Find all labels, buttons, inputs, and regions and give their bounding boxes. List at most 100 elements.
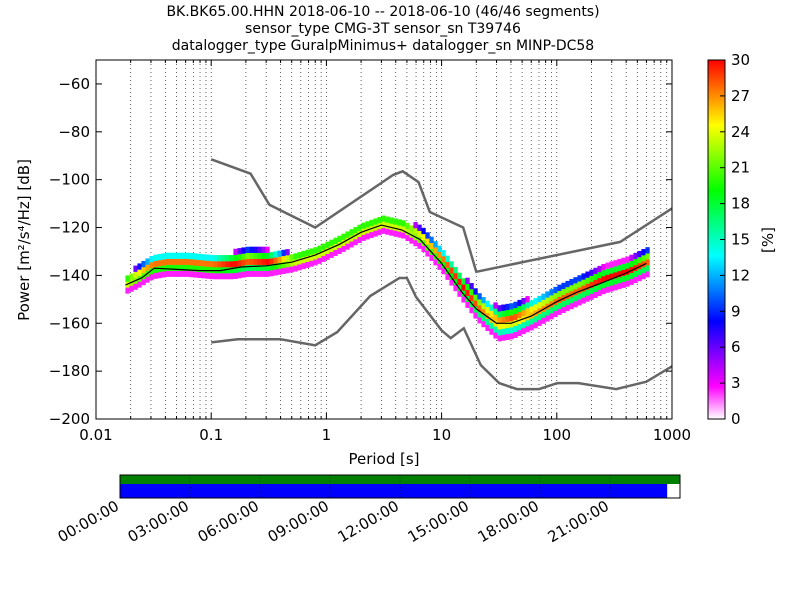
psd-cell (349, 241, 354, 248)
psd-cell (565, 280, 570, 288)
psd-cell (141, 260, 146, 268)
psd-cell (593, 279, 598, 287)
psd-cell (233, 248, 238, 256)
psd-cell (521, 321, 526, 329)
psd-cell (481, 314, 486, 322)
psd-cell (561, 306, 566, 314)
timeline-tick-label: 12:00:00 (335, 497, 402, 546)
psd-cell (577, 293, 582, 300)
timeline-blue-bar (120, 484, 668, 498)
psd-cell (509, 327, 514, 334)
psd-cell (557, 290, 562, 297)
psd-cell (545, 315, 550, 322)
psd-cell (309, 254, 314, 261)
psd-cell (237, 254, 242, 261)
psd-cell (245, 252, 250, 260)
psd-cell (641, 249, 646, 256)
psd-cell (309, 248, 314, 255)
psd-cell (465, 277, 470, 284)
psd-cell (601, 281, 606, 289)
psd-cell (269, 270, 274, 277)
psd-cell (429, 254, 434, 261)
psd-cell (493, 314, 498, 321)
psd-cell (285, 255, 290, 262)
psd-cell (509, 315, 514, 322)
psd-cell (281, 255, 286, 263)
psd-cell (309, 260, 314, 267)
psd-cell (297, 252, 302, 259)
chart-title-line2: sensor_type CMG-3T sensor_sn T39746 (245, 21, 521, 37)
psd-cell (465, 283, 470, 290)
psd-cell (469, 288, 474, 296)
psd-cell (373, 218, 378, 225)
psd-cell (125, 287, 130, 294)
psd-cell (533, 304, 538, 311)
psd-cell (633, 252, 638, 260)
psd-cell (421, 245, 426, 253)
psd-cell (273, 257, 278, 264)
psd-cell (165, 264, 170, 271)
psd-cell (597, 283, 602, 291)
psd-cell (281, 261, 286, 269)
psd-cell (501, 328, 506, 335)
psd-cell (593, 267, 598, 275)
psd-cell (481, 296, 486, 304)
psd-cell (181, 270, 186, 277)
psd-cell (425, 238, 430, 245)
psd-cell (605, 280, 610, 287)
psd-cell (605, 274, 610, 281)
psd-cell (249, 258, 254, 265)
psd-cell (397, 219, 402, 226)
psd-cell (645, 253, 650, 260)
psd-cell (429, 236, 434, 244)
psd-cell (577, 287, 582, 294)
psd-cell (553, 304, 558, 312)
psd-cell (397, 231, 402, 238)
psd-cell (229, 267, 234, 274)
psd-cell (269, 264, 274, 271)
psd-cell (561, 300, 566, 308)
psd-cell (265, 264, 270, 271)
colorbar-tick-label: 27 (731, 87, 750, 105)
psd-cell (621, 275, 626, 282)
psd-cell (517, 305, 522, 313)
psd-cell (561, 282, 566, 290)
psd-cell (221, 261, 226, 268)
y-axis: −60 −80 −100 −120 −140 −160 −180 −200 (49, 75, 672, 428)
psd-cell (393, 218, 398, 225)
timeline-tick-label: 21:00:00 (545, 497, 612, 546)
colorbar-tick-label: 18 (731, 195, 750, 213)
psd-cell (165, 270, 170, 277)
psd-cell (465, 289, 470, 296)
psd-cell (493, 308, 498, 315)
psd-cell (305, 255, 310, 262)
psd-cell (549, 307, 554, 314)
psd-cell (405, 228, 410, 236)
psd-cell (293, 265, 298, 272)
psd-cell (509, 303, 514, 310)
psd-cell (517, 329, 522, 337)
psd-cell (145, 276, 150, 283)
psd-cell (213, 261, 218, 268)
psd-cell (381, 215, 386, 222)
psd-cell (461, 296, 466, 303)
psd-cell (625, 274, 630, 281)
psd-cell (129, 285, 134, 292)
psd-cell (637, 268, 642, 276)
psd-cell (469, 294, 474, 302)
psd-cell (501, 316, 506, 323)
colorbar-tick-label: 12 (731, 266, 750, 284)
psd-cell (597, 289, 602, 297)
psd-cell (169, 270, 174, 277)
psd-cell (189, 270, 194, 278)
psd-cell (129, 273, 134, 280)
psd-cell (633, 258, 638, 266)
psd-cell (601, 269, 606, 277)
psd-cell (481, 320, 486, 328)
colorbar-ticks: 0 3 6 9 12 15 18 21 24 27 30 (720, 51, 750, 428)
psd-cell (521, 303, 526, 311)
psd-cell (637, 256, 642, 264)
psd-cell (457, 272, 462, 279)
psd-cell (473, 294, 478, 301)
psd-cell (609, 267, 614, 274)
